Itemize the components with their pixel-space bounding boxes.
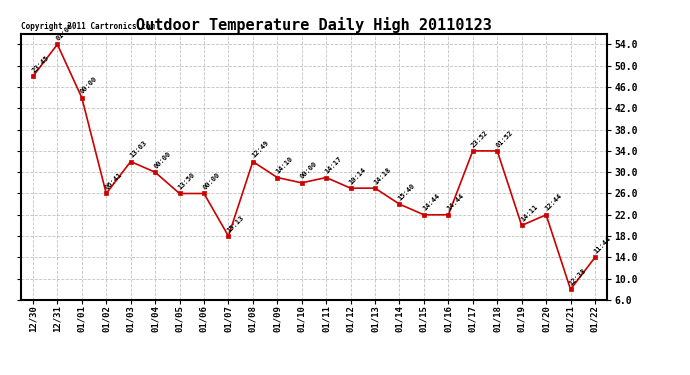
Text: 01:52: 01:52 [495, 129, 514, 148]
Text: 00:00: 00:00 [152, 150, 172, 170]
Text: Copyright 2011 Cartronics.com: Copyright 2011 Cartronics.com [21, 22, 155, 31]
Text: 11:44: 11:44 [593, 236, 612, 255]
Text: 00:00: 00:00 [201, 172, 221, 191]
Text: 15:13: 15:13 [226, 214, 246, 233]
Text: 10:14: 10:14 [348, 166, 368, 186]
Text: 14:11: 14:11 [520, 204, 539, 223]
Text: 14:44: 14:44 [446, 193, 465, 212]
Text: 00:00: 00:00 [79, 76, 99, 95]
Text: 15:40: 15:40 [397, 182, 417, 201]
Text: 14:10: 14:10 [275, 156, 294, 175]
Text: 14:18: 14:18 [373, 166, 392, 186]
Text: 01:06: 01:06 [55, 22, 75, 42]
Text: 23:45: 23:45 [30, 54, 50, 74]
Text: 06:41: 06:41 [104, 172, 124, 191]
Text: 12:38: 12:38 [569, 267, 587, 286]
Title: Outdoor Temperature Daily High 20110123: Outdoor Temperature Daily High 20110123 [136, 16, 492, 33]
Text: 00:00: 00:00 [299, 161, 319, 180]
Text: 14:44: 14:44 [422, 193, 441, 212]
Text: 23:52: 23:52 [471, 129, 490, 148]
Text: 14:17: 14:17 [324, 156, 343, 175]
Text: 12:49: 12:49 [250, 140, 270, 159]
Text: 12:44: 12:44 [544, 193, 563, 212]
Text: 13:50: 13:50 [177, 172, 197, 191]
Text: 13:03: 13:03 [128, 140, 148, 159]
